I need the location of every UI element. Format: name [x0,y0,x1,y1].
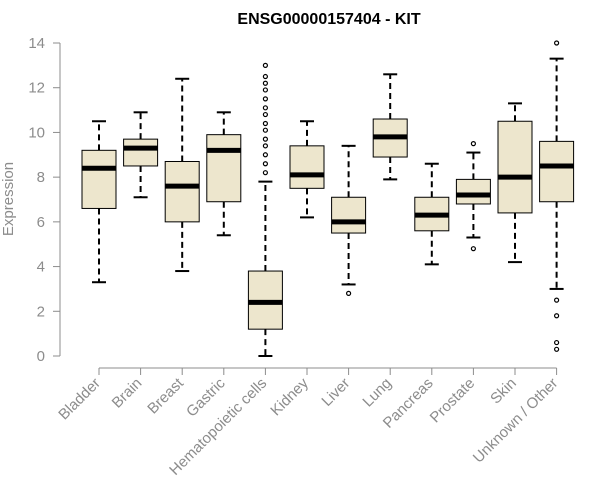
x-tick-label: Prostate [427,375,479,427]
x-tick-label: Brain [109,375,146,412]
outlier-point [470,141,476,147]
x-tick-label: Kidney [267,374,312,419]
box-breast [164,77,200,273]
outlier-point [553,40,560,46]
box-prostate [455,141,491,252]
iqr-box [455,178,491,205]
iqr-box [497,120,533,214]
box-bladder [81,120,117,284]
y-tick-label: 12 [28,80,45,97]
box-liver [331,144,367,296]
outlier-point [262,161,268,167]
outlier-point [262,127,268,133]
box-unknown-other [539,40,575,352]
outlier-point [553,297,560,303]
outlier-point [262,87,268,93]
outlier-point [262,152,268,158]
iqr-box [123,138,159,167]
outlier-point [262,62,268,68]
y-tick-label: 2 [37,303,45,320]
outlier-point [346,290,352,296]
iqr-box [206,134,242,203]
iqr-box [539,140,575,203]
x-tick-label: Skin [487,375,520,408]
y-tick-label: 4 [37,259,45,276]
box-brain [123,111,159,199]
y-axis: 0 2 4 6 8 10 12 14 [28,35,61,365]
y-tick-label: 6 [37,214,45,231]
iqr-box [164,160,200,223]
outlier-point [553,313,560,319]
y-tick-label: 8 [37,169,45,186]
x-tick-label: Lung [359,375,395,411]
box-hematopoietic-cells [247,62,283,357]
outlier-point [262,105,268,111]
outlier-point [262,136,268,142]
y-tick-label: 0 [37,348,45,365]
outlier-point [262,96,268,102]
iqr-box [331,196,367,234]
box-lung [372,73,408,181]
outlier-point [262,111,268,118]
outlier-point [262,73,268,80]
box-skin [497,102,533,264]
y-tick-label: 10 [28,124,45,141]
chart-title: ENSG00000157404 - KIT [237,11,420,28]
outlier-point [553,339,560,346]
y-axis-label: Expression [0,162,17,236]
outlier-point [262,120,268,127]
x-tick-label: Breast [144,374,187,417]
iqr-box [81,149,117,209]
box-gastric [206,111,242,237]
outlier-point [262,143,268,149]
x-tick-label: Bladder [55,375,104,424]
box-pancreas [414,162,450,266]
box-kidney [289,120,325,219]
outlier-point [262,80,268,86]
outlier-point [553,346,560,352]
outlier-point [470,246,476,252]
outlier-point [262,170,268,176]
iqr-box [289,145,325,189]
x-tick-label: Liver [318,375,353,410]
y-tick-label: 14 [28,35,45,52]
boxes-group [81,40,575,357]
